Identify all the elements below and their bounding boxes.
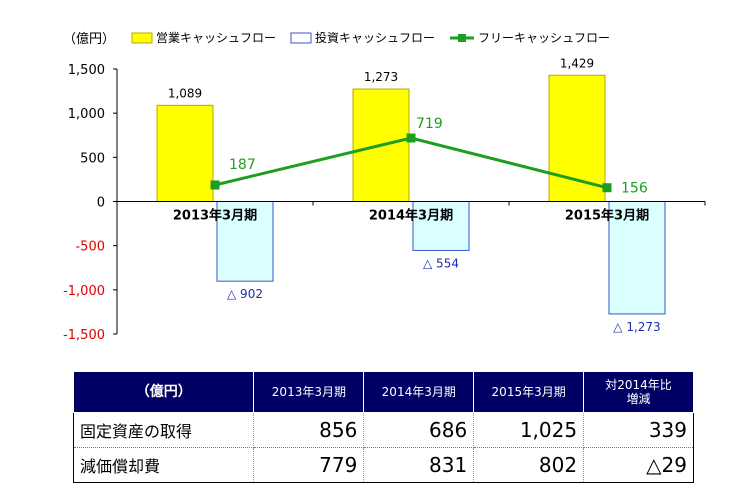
bar-investing-cf [216, 201, 274, 282]
table-header-unit: （億円） [72, 371, 255, 413]
free-cf-point [602, 183, 612, 193]
table-header-change-text: 対2014年比 増減 [605, 378, 672, 406]
bar-investing-cf [608, 201, 666, 315]
table-row: 固定資産の取得 856 686 1,025 339 [72, 412, 694, 448]
y-tick-label: 500 [80, 151, 105, 166]
bar-operating-cf [548, 74, 606, 202]
legend-label-operating-cf: 営業キャッシュフロー [156, 31, 276, 45]
bars [156, 74, 666, 315]
capex-table: （億円） 2013年3月期 2014年3月期 2015年3月期 対2014年比 … [72, 371, 694, 483]
legend-label-investing-cf: 投資キャッシュフロー [315, 30, 435, 45]
table-cell: 856 [253, 412, 365, 448]
chart-legend: 営業キャッシュフロー 投資キャッシュフロー フリーキャッシュフロー [131, 30, 610, 45]
data-label-investing-cf: △ 554 [423, 256, 459, 270]
x-tick-label: 2015年3月期 [565, 208, 649, 224]
free-cashflow-line [210, 133, 612, 193]
table-cell: 831 [363, 447, 475, 483]
unit-label: （億円） [63, 31, 115, 47]
table-header-fy2015: 2015年3月期 [473, 371, 585, 413]
table-header-fy2014: 2014年3月期 [363, 371, 475, 413]
y-tick-label: 0 [97, 196, 105, 211]
data-label-investing-cf: △ 1,273 [613, 320, 660, 334]
data-label-free-cf: 156 [621, 181, 648, 197]
y-tick-label: 1,000 [68, 107, 105, 122]
table-header-change: 対2014年比 増減 [583, 371, 694, 413]
y-tick-label: -1,500 [63, 328, 105, 343]
table-cell: 1,025 [473, 412, 585, 448]
y-tick-label: -500 [75, 240, 105, 255]
free-cf-point [406, 133, 416, 143]
legend-swatch-operating-cf [131, 32, 153, 44]
legend-swatch-investing-cf [290, 32, 312, 44]
table-cell: 686 [363, 412, 475, 448]
data-label-free-cf: 719 [416, 116, 443, 132]
data-label-investing-cf: △ 902 [227, 287, 263, 301]
x-tick-label: 2013年3月期 [173, 208, 257, 224]
free-cf-point [210, 180, 220, 190]
table-cell: 779 [253, 447, 365, 483]
table-row-label: 固定資産の取得 [72, 412, 255, 448]
free-cf-line-path [214, 136, 608, 190]
data-label-operating-cf: 1,273 [364, 70, 398, 84]
legend-label-free-cf: フリーキャッシュフロー [478, 31, 610, 45]
data-label-operating-cf: 1,089 [168, 86, 202, 100]
table-row: 減価償却費 779 831 802 △29 [72, 447, 694, 483]
table-cell: 339 [583, 412, 694, 448]
bar-operating-cf [156, 104, 214, 202]
y-tick-label: 1,500 [68, 63, 105, 78]
data-labels: 1,089 △ 902 1,273 △ 554 1,429 △ 1,273 187 719 15… [168, 56, 661, 334]
y-axis: 1,500 1,000 500 0 -500 -1,000 -1,500 [63, 63, 118, 343]
y-tick-label: -1,000 [63, 284, 105, 299]
data-label-free-cf: 187 [229, 157, 256, 173]
x-axis: 2013年3月期 2014年3月期 2015年3月期 [116, 201, 706, 224]
table-cell: 802 [473, 447, 585, 483]
table-header-row: （億円） 2013年3月期 2014年3月期 2015年3月期 対2014年比 … [72, 371, 694, 413]
table-header-fy2013: 2013年3月期 [253, 371, 365, 413]
cash-flow-chart: 営業キャッシュフロー 投資キャッシュフロー フリーキャッシュフロー （億円） 1,5… [63, 30, 706, 343]
table-row-label: 減価償却費 [72, 447, 255, 483]
legend-marker-free-cf [458, 34, 466, 42]
x-tick-label: 2014年3月期 [369, 208, 453, 224]
table-cell: △29 [583, 447, 694, 483]
data-label-operating-cf: 1,429 [560, 56, 594, 70]
